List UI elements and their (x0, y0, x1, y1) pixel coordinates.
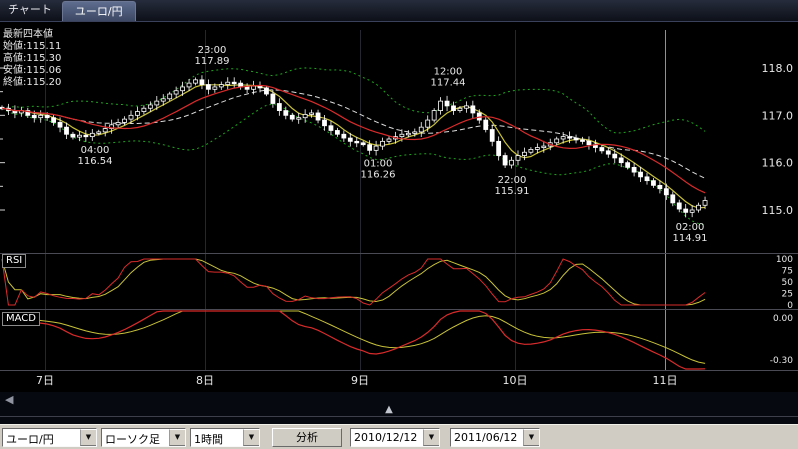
pair-select[interactable]: ユーロ/円 ▼ (2, 427, 97, 447)
rsi-label: RSI (2, 254, 27, 268)
svg-text:8日: 8日 (196, 374, 214, 387)
legend-high: 高値:115.30 (3, 53, 62, 64)
candles (0, 75, 708, 218)
x-axis: 7日 8日 9日 10日 11日 (36, 374, 678, 387)
svg-text:75: 75 (782, 267, 793, 277)
svg-text:25: 25 (782, 290, 793, 300)
legend-open: 始値:115.11 (3, 41, 62, 52)
chevron-down-icon[interactable]: ▼ (169, 428, 185, 446)
interval-select[interactable]: 1時間 ▼ (190, 427, 260, 447)
price-axis: 118.0 117.0 116.0 115.0 (762, 62, 794, 217)
svg-text:115.91: 115.91 (495, 186, 530, 197)
tab-eur-jpy[interactable]: ユーロ/円 (61, 1, 136, 21)
svg-text:02:00: 02:00 (676, 222, 705, 233)
date-to-select[interactable]: 2011/06/12 ▼ (450, 427, 540, 447)
legend-title: 最新四本値 (3, 29, 53, 40)
svg-text:114.91: 114.91 (673, 233, 708, 244)
svg-text:115.0: 115.0 (762, 204, 794, 217)
date-from-select[interactable]: 2010/12/12 ▼ (350, 427, 440, 447)
svg-text:116.54: 116.54 (78, 156, 113, 167)
svg-text:117.89: 117.89 (195, 56, 230, 67)
svg-text:23:00: 23:00 (198, 45, 227, 56)
chart-area: 118.0 117.0 116.0 115.0 100 75 50 25 0 0.00 -0.30 7… (0, 22, 798, 392)
scroll-left-arrow-icon[interactable]: ◀ (5, 393, 14, 406)
svg-text:116.26: 116.26 (361, 169, 396, 180)
ohlc-legend: 最新四本値 始値:115.11 高値:115.30 安値:115.06 終値:1… (3, 29, 61, 89)
svg-text:117.44: 117.44 (431, 78, 466, 89)
date-to-value: 2011/06/12 (454, 430, 518, 444)
svg-text:22:00: 22:00 (498, 175, 527, 186)
svg-text:04:00: 04:00 (81, 145, 110, 156)
chart-type-select[interactable]: ローソク足 ▼ (101, 427, 186, 447)
svg-text:10日: 10日 (503, 374, 528, 387)
interval-value: 1時間 (194, 432, 223, 446)
tab-label: ユーロ/円 (74, 5, 123, 18)
chevron-down-icon[interactable]: ▼ (80, 428, 96, 446)
svg-text:50: 50 (782, 278, 794, 288)
scrollbar-track[interactable] (0, 416, 798, 417)
svg-text:116.0: 116.0 (762, 157, 794, 170)
chevron-down-icon[interactable]: ▼ (243, 428, 259, 446)
bottom-toolbar: ユーロ/円 ▼ ローソク足 ▼ 1時間 ▼ 分析 2010/12/12 ▼ 20… (0, 424, 798, 449)
chevron-down-icon[interactable]: ▼ (523, 428, 539, 446)
svg-text:117.0: 117.0 (762, 109, 794, 122)
pair-select-value: ユーロ/円 (6, 432, 54, 446)
grid (0, 30, 798, 371)
svg-text:7日: 7日 (36, 374, 54, 387)
svg-text:12:00: 12:00 (434, 67, 463, 78)
chart-type-value: ローソク足 (105, 432, 160, 446)
svg-text:01:00: 01:00 (364, 158, 393, 169)
scrollbar-thumb[interactable]: ▲ (385, 404, 393, 415)
ma-red (1, 84, 706, 194)
svg-text:-0.30: -0.30 (770, 356, 794, 366)
analyze-button[interactable]: 分析 (272, 427, 342, 447)
annotations: 04:00116.5423:00117.8901:00116.2612:0011… (78, 45, 708, 244)
svg-text:100: 100 (776, 255, 793, 265)
app-title: チャート (8, 3, 52, 16)
svg-text:11日: 11日 (653, 374, 678, 387)
macd-panel: 0.00 -0.30 (1, 310, 794, 370)
svg-text:0: 0 (787, 301, 793, 311)
svg-text:118.0: 118.0 (762, 62, 794, 75)
tab-bar: チャート ユーロ/円 (0, 0, 798, 22)
svg-text:9日: 9日 (351, 374, 369, 387)
legend-close: 終値:115.20 (3, 77, 62, 88)
legend-low: 安値:115.06 (3, 65, 62, 76)
time-scrollbar[interactable]: ◀ ▲ (0, 392, 798, 424)
chevron-down-icon[interactable]: ▼ (423, 428, 439, 446)
macd-label: MACD (2, 312, 40, 326)
svg-text:0.00: 0.00 (773, 314, 793, 324)
bollinger-bands (1, 67, 706, 226)
date-from-value: 2010/12/12 (354, 430, 418, 444)
